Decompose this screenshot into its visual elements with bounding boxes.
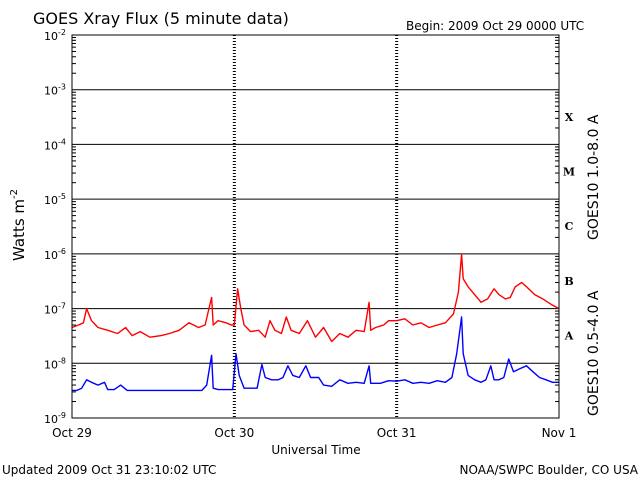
x-tick-label: Nov 1 (542, 426, 577, 440)
legend-series-red: GOES10 1.0-8.0 A (586, 114, 602, 240)
flare-class-label: C (565, 220, 574, 233)
y-tick-label: 10-9 (44, 411, 66, 426)
series-layer (71, 253, 560, 392)
footer-source: NOAA/SWPC Boulder, CO USA (460, 463, 639, 477)
y-tick-label: 10-8 (44, 356, 66, 371)
y-axis-label-sup: -2 (9, 189, 20, 199)
y-tick-label: 10-5 (44, 192, 66, 207)
y-axis-label: Watts m-2 (9, 189, 28, 261)
x-tick-label: Oct 29 (52, 426, 92, 440)
x-tick-label: Oct 31 (377, 426, 417, 440)
y-tick-label: 10-4 (44, 137, 66, 152)
y-tick-label: 10-3 (44, 83, 66, 98)
y-tick-label: 10-2 (44, 28, 66, 43)
grid (72, 35, 559, 418)
y-axis-label-text: Watts m (10, 199, 28, 261)
flare-class-label: A (564, 330, 574, 343)
x-ticks: Oct 29 Oct 30 Oct 31 Nov 1 (52, 426, 576, 440)
chart-title: GOES Xray Flux (5 minute data) (33, 9, 289, 28)
y-ticks: 10-9 10-8 10-7 10-6 10-5 10-4 10-3 10-2 (44, 28, 559, 426)
series-line-0 (71, 253, 560, 343)
x-tick-label: Oct 30 (214, 426, 254, 440)
flare-class-labels: A B C M X (563, 111, 575, 343)
flare-class-label: M (563, 166, 575, 179)
series-line-1 (72, 316, 559, 392)
y-tick-label: 10-6 (44, 247, 66, 262)
legend-series-blue: GOES10 0.5-4.0 A (586, 290, 602, 416)
y-tick-label: 10-7 (44, 302, 66, 317)
x-axis-label: Universal Time (271, 443, 360, 457)
plot-frame (71, 34, 560, 419)
flare-class-label: B (564, 275, 573, 288)
svg-text:Watts m-2: Watts m-2 (9, 189, 28, 261)
flare-class-label: X (565, 111, 574, 124)
footer-updated: Updated 2009 Oct 31 23:10:02 UTC (2, 463, 216, 477)
begin-label: Begin: 2009 Oct 29 0000 UTC (406, 19, 584, 33)
